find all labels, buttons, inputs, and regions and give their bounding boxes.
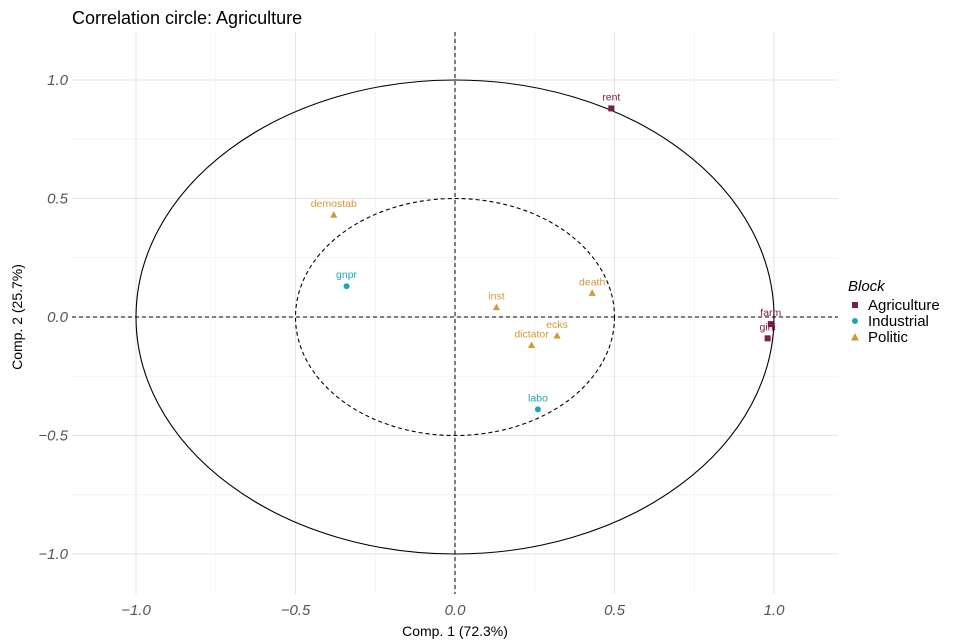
y-tick-label: 1.0 bbox=[47, 72, 69, 89]
point-labo bbox=[534, 406, 541, 413]
x-tick-label: 1.0 bbox=[764, 602, 786, 619]
point-rent bbox=[608, 105, 615, 112]
x-tick-labels: −1.0 −0.5 0.0 0.5 1.0 bbox=[121, 602, 785, 619]
label-demostab: demostab bbox=[311, 198, 357, 210]
legend-label: Industrial bbox=[868, 312, 929, 330]
point-gini bbox=[764, 335, 771, 342]
legend-label: Politic bbox=[868, 328, 909, 346]
legend: Block Agriculture Industrial Politic bbox=[848, 278, 940, 346]
point-labels: rent farm gini gnpr labo demostab inst death eck… bbox=[311, 91, 782, 404]
x-tick-label: 0.0 bbox=[445, 602, 467, 619]
point-death bbox=[588, 289, 596, 296]
label-dictator: dictator bbox=[514, 328, 549, 340]
legend-label: Agriculture bbox=[868, 296, 940, 314]
y-tick-label: −0.5 bbox=[38, 428, 68, 445]
legend-item-politic: Politic bbox=[848, 328, 940, 346]
point-farm bbox=[767, 321, 774, 328]
point-gnpr bbox=[343, 283, 350, 290]
legend-key-square-icon bbox=[848, 298, 862, 312]
y-tick-label: −1.0 bbox=[38, 546, 68, 563]
x-tick-label: −0.5 bbox=[281, 602, 311, 619]
legend-title: Block bbox=[848, 278, 885, 295]
x-tick-label: −1.0 bbox=[121, 602, 151, 619]
chart-title: Correlation circle: Agriculture bbox=[72, 8, 303, 28]
label-death: death bbox=[579, 276, 605, 288]
legend-key-circle-icon bbox=[848, 314, 862, 328]
point-inst bbox=[492, 303, 501, 311]
y-tick-label: 0.0 bbox=[47, 309, 69, 326]
y-axis-label: Comp. 2 (25.7%) bbox=[9, 264, 25, 370]
legend-item-industrial: Industrial bbox=[848, 312, 940, 330]
legend-key-triangle-icon bbox=[848, 330, 862, 344]
data-points bbox=[330, 105, 774, 413]
point-demostab bbox=[330, 211, 338, 218]
point-dictator bbox=[527, 341, 536, 349]
y-tick-labels: −1.0 −0.5 0.0 0.5 1.0 bbox=[38, 72, 68, 563]
label-gnpr: gnpr bbox=[336, 269, 358, 281]
x-tick-label: 0.5 bbox=[604, 602, 626, 619]
label-farm: farm bbox=[760, 307, 781, 319]
legend-items: Agriculture Industrial Politic bbox=[848, 296, 940, 346]
label-ecks: ecks bbox=[546, 319, 568, 331]
reference-lines bbox=[72, 32, 838, 594]
x-axis-label: Comp. 1 (72.3%) bbox=[402, 623, 508, 639]
label-labo: labo bbox=[528, 392, 548, 404]
label-gini: gini bbox=[759, 321, 775, 333]
y-tick-label: 0.5 bbox=[47, 191, 69, 208]
legend-item-agriculture: Agriculture bbox=[848, 296, 940, 314]
label-inst: inst bbox=[488, 291, 504, 303]
label-rent: rent bbox=[602, 91, 620, 103]
point-ecks bbox=[553, 331, 561, 339]
